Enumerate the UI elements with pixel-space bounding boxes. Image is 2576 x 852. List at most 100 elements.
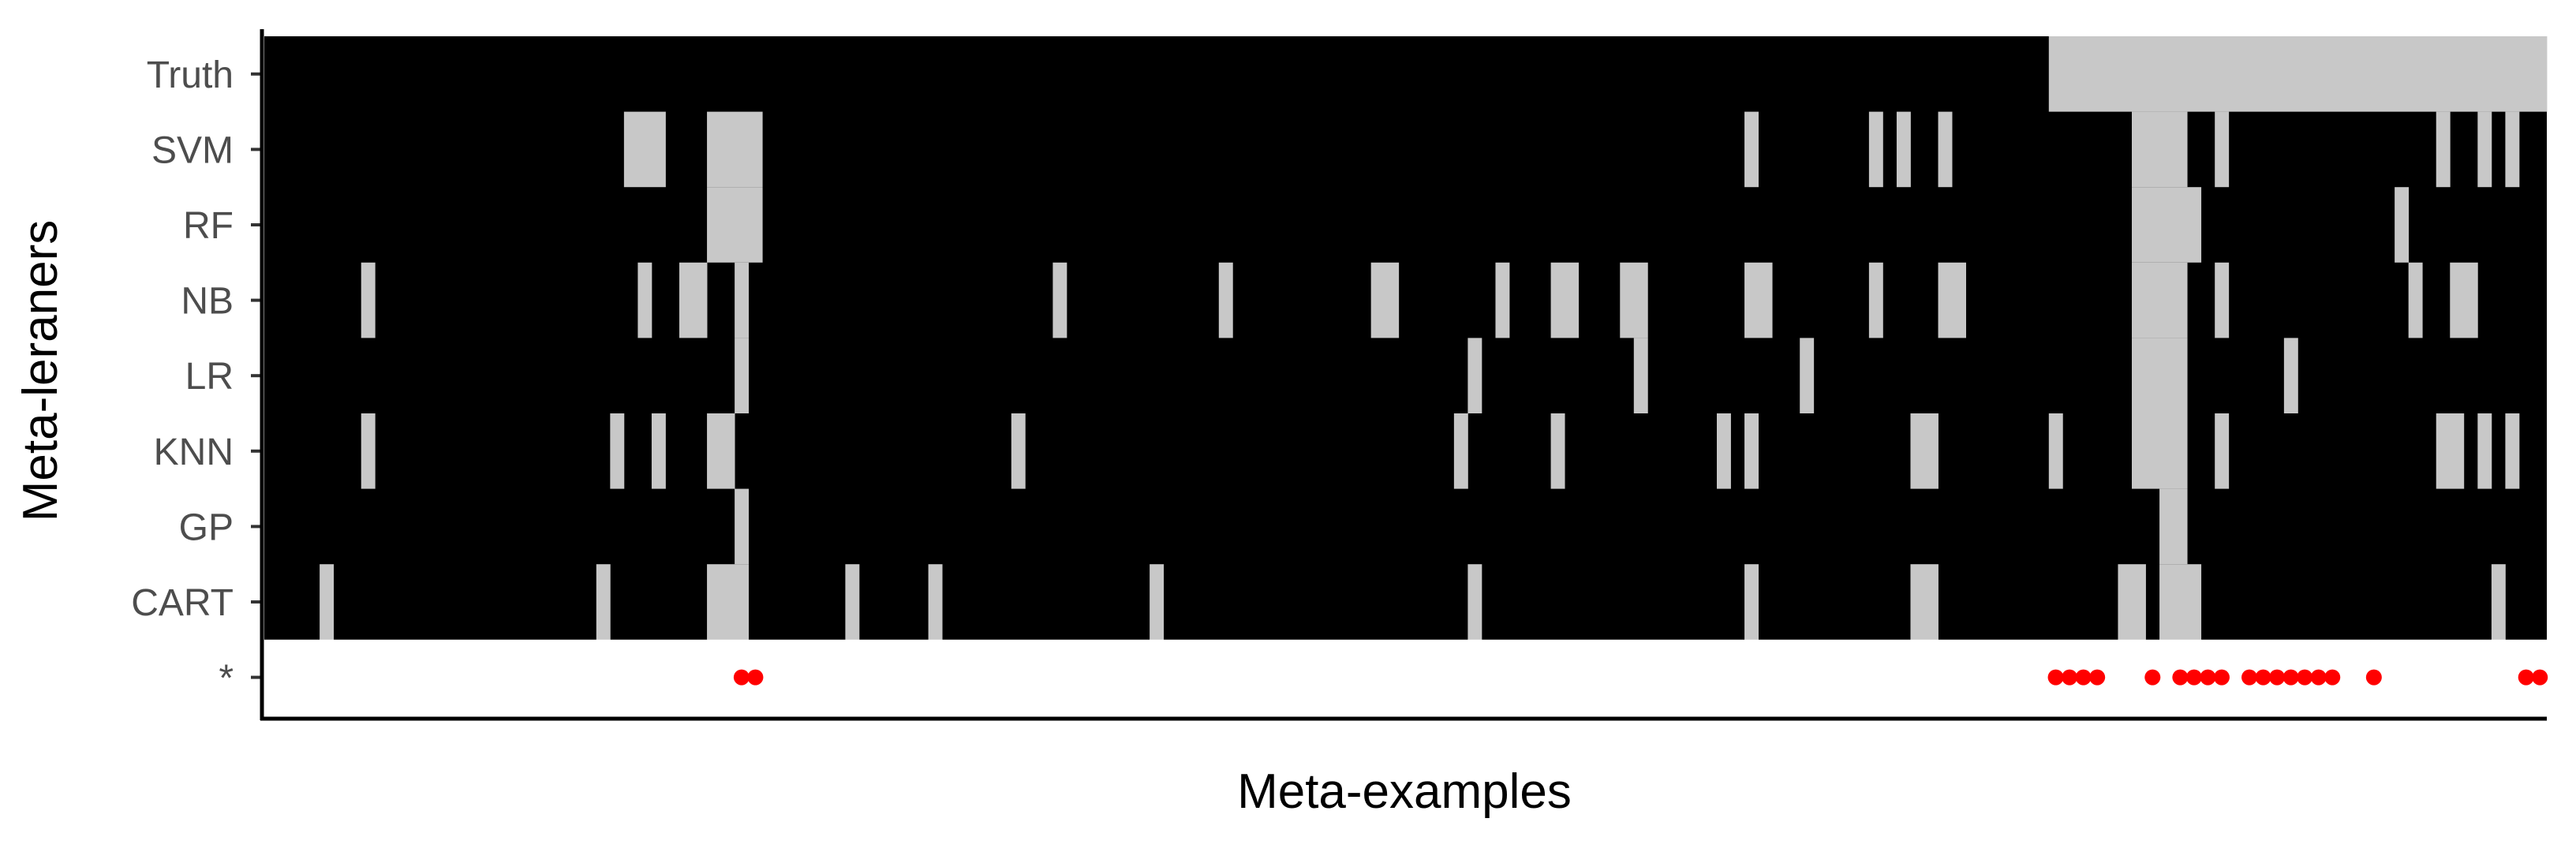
heatmap-cell: [2477, 413, 2492, 490]
heatmap-cell: [735, 338, 750, 414]
heatmap-cell: [1467, 564, 1482, 641]
heatmap-cell: [707, 413, 735, 490]
star-marker-dot: [2297, 669, 2313, 686]
y-tick-label: NB: [181, 281, 234, 323]
heatmap-cell: [1868, 262, 1883, 338]
heatmap-cell: [2048, 36, 2548, 113]
heatmap-cell: [1744, 111, 1759, 188]
heatmap-cell: [2159, 488, 2188, 565]
star-marker-dot: [2365, 669, 2382, 686]
heatmap-cell: [1938, 262, 1966, 338]
heatmap-cell: [596, 564, 611, 641]
star-marker-dot: [2310, 669, 2327, 686]
heatmap-cell: [1868, 111, 1883, 188]
heatmap-cell: [2215, 111, 2230, 188]
heatmap-cell: [1453, 413, 1468, 490]
heatmap-cell: [2118, 564, 2146, 641]
heatmap-cell: [2132, 262, 2188, 338]
heatmap-cell: [735, 262, 750, 338]
heatmap-cell: [2450, 262, 2478, 338]
star-marker-dot: [2532, 669, 2548, 686]
y-tick-label: GP: [179, 506, 234, 548]
heatmap-cell: [1744, 564, 1759, 641]
heatmap-cell: [637, 262, 652, 338]
star-marker-dot: [2144, 669, 2161, 686]
star-marker-dot: [2062, 669, 2078, 686]
heatmap-cell: [2132, 111, 2188, 188]
heatmap-cell: [1370, 262, 1400, 338]
y-tick-label: CART: [131, 582, 234, 624]
heatmap-cell: [1052, 262, 1067, 338]
y-tick-label: LR: [185, 356, 234, 398]
heatmap-cell: [1910, 564, 1939, 641]
heatmap-cell: [1495, 262, 1510, 338]
heatmap-cell: [679, 262, 708, 338]
y-tick-label: *: [219, 658, 234, 700]
heatmap-cell: [1938, 111, 1953, 188]
x-axis-title: Meta-examples: [1237, 764, 1572, 819]
heatmap-cell: [1150, 564, 1165, 641]
heatmap-cell: [1717, 413, 1731, 490]
star-marker-dot: [2089, 669, 2106, 686]
y-tick-label: Truth: [147, 54, 234, 96]
y-tick-label: RF: [183, 205, 234, 247]
heatmap-cell: [623, 111, 666, 188]
star-marker-dot: [2172, 669, 2189, 686]
heatmap-cell: [1744, 262, 1773, 338]
y-axis-ticks: Truth SVM RF NB LR KNN GP CART *: [131, 54, 262, 700]
heatmap-cell: [1620, 262, 1648, 338]
heatmap-cell: [707, 564, 750, 641]
star-marker-dot: [2283, 669, 2299, 686]
heatmap-cell: [2283, 338, 2298, 414]
heatmap-row-knn: [264, 413, 2547, 490]
y-axis-title: Meta-leraners: [13, 220, 68, 521]
heatmap-cell: [2132, 338, 2188, 414]
heatmap-cell: [735, 488, 750, 565]
star-marker-dot: [2185, 669, 2202, 686]
y-tick-label: KNN: [154, 432, 234, 473]
heatmap-cell: [1910, 413, 1939, 490]
heatmap-cell: [610, 413, 625, 490]
heatmap-cell: [361, 262, 376, 338]
star-marker-dot: [2200, 669, 2216, 686]
heatmap-row-lr: [264, 338, 2547, 414]
heatmap-cell: [2436, 111, 2451, 188]
star-marker-dot: [2518, 669, 2534, 686]
heatmap-cell: [845, 564, 860, 641]
heatmap-cell: [361, 413, 376, 490]
heatmap-cell: [2215, 413, 2230, 490]
heatmap-cell: [2048, 413, 2063, 490]
heatmap-row-svm: [264, 111, 2547, 188]
heatmap-cell: [1896, 111, 1911, 188]
heatmap-cell: [1467, 338, 1482, 414]
heatmap-cell: [2491, 564, 2506, 641]
heatmap-cell: [1800, 338, 1815, 414]
star-marker-dot: [2047, 669, 2064, 686]
heatmap-cell: [1744, 413, 1759, 490]
heatmap-cell: [2159, 564, 2202, 641]
star-marker-dot: [747, 669, 764, 686]
heatmap-cell: [707, 187, 763, 263]
heatmap-cell: [1550, 262, 1580, 338]
heatmap-cell: [2505, 111, 2520, 188]
star-marker-dot: [2075, 669, 2092, 686]
heatmap-cell: [320, 564, 335, 641]
heatmap-cell: [2215, 262, 2230, 338]
heatmap-cell: [2395, 187, 2410, 263]
heatmap-cell: [2132, 187, 2202, 263]
heatmap-cell: [651, 413, 666, 490]
star-row-markers: [733, 669, 2548, 686]
heatmap-row-nb: [264, 262, 2547, 338]
heatmap-cell: [1633, 338, 1648, 414]
star-marker-dot: [2324, 669, 2341, 686]
star-marker-dot: [733, 669, 750, 686]
heatmap-cells: [264, 36, 2548, 716]
heatmap-cell: [2408, 262, 2423, 338]
heatmap-cell: [2436, 413, 2465, 490]
y-tick-label: SVM: [151, 129, 234, 171]
heatmap-cell: [1011, 413, 1026, 490]
heatmap-cell: [2132, 413, 2188, 490]
heatmap-row-rf: [264, 187, 2547, 263]
heatmap-cell: [1218, 262, 1233, 338]
heatmap-cell: [707, 111, 763, 188]
